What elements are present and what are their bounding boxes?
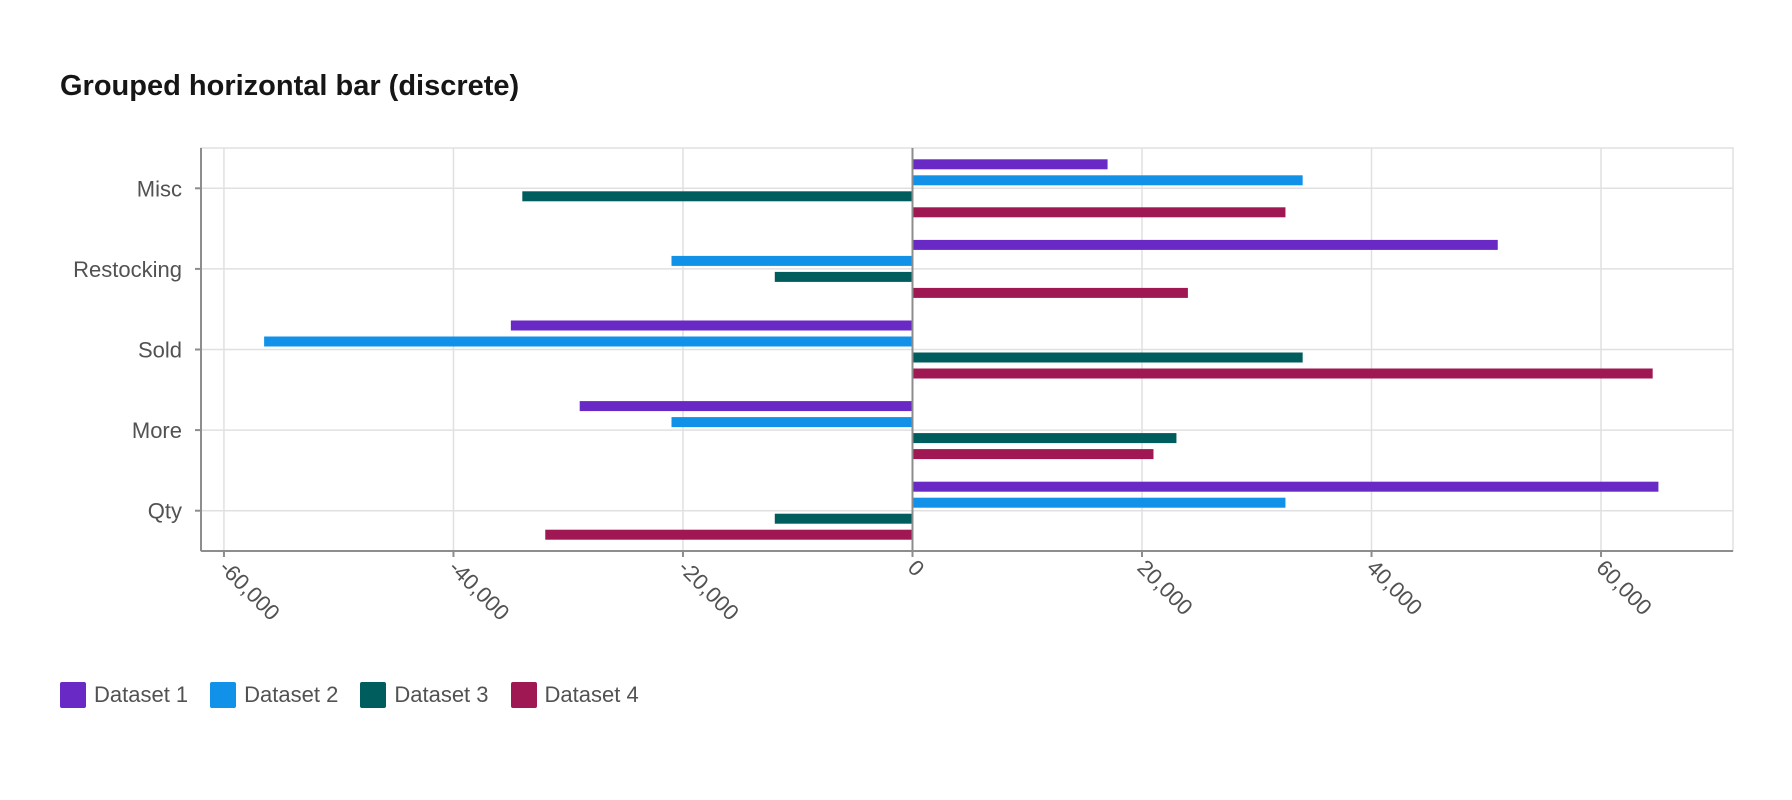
- y-tick-label: Restocking: [73, 257, 182, 282]
- legend-swatch: [210, 682, 237, 708]
- bar-more-dataset-4[interactable]: [912, 449, 1154, 460]
- chart-title: Grouped horizontal bar (discrete): [60, 70, 520, 102]
- bar-restocking-dataset-3[interactable]: [774, 271, 913, 282]
- legend-swatch: [510, 682, 537, 708]
- x-tick-label: -60,000: [214, 555, 284, 625]
- x-tick-label: -40,000: [444, 555, 514, 625]
- bar-sold-dataset-2[interactable]: [264, 336, 913, 347]
- axes: [195, 148, 1733, 557]
- legend-label: Dataset 3: [394, 682, 489, 707]
- bars: [264, 159, 1659, 540]
- x-tick-label: 0: [903, 555, 929, 581]
- legend-item-dataset-3[interactable]: Dataset 3: [360, 682, 489, 708]
- bar-misc-dataset-3[interactable]: [522, 191, 913, 202]
- bar-misc-dataset-1[interactable]: [912, 159, 1108, 170]
- bar-qty-dataset-4[interactable]: [545, 529, 913, 540]
- bar-sold-dataset-3[interactable]: [912, 352, 1303, 363]
- y-tick-label: Misc: [137, 176, 182, 201]
- bar-more-dataset-3[interactable]: [912, 433, 1177, 444]
- bar-more-dataset-2[interactable]: [671, 417, 913, 428]
- legend-item-dataset-1[interactable]: Dataset 1: [60, 682, 188, 708]
- bar-restocking-dataset-4[interactable]: [912, 287, 1188, 298]
- bar-misc-dataset-4[interactable]: [912, 207, 1286, 218]
- bar-sold-dataset-1[interactable]: [510, 320, 913, 331]
- legend: Dataset 1 Dataset 2 Dataset 3 Dataset 4: [60, 682, 639, 708]
- bar-restocking-dataset-1[interactable]: [912, 239, 1498, 250]
- x-tick-label: 40,000: [1362, 555, 1427, 620]
- legend-label: Dataset 1: [94, 682, 189, 707]
- bar-more-dataset-1[interactable]: [579, 401, 913, 412]
- legend-item-dataset-2[interactable]: Dataset 2: [210, 682, 338, 708]
- bar-sold-dataset-4[interactable]: [912, 368, 1653, 379]
- x-tick-label: 20,000: [1132, 555, 1197, 620]
- bar-qty-dataset-3[interactable]: [774, 513, 913, 524]
- y-tick-label: Qty: [148, 499, 182, 524]
- bar-qty-dataset-1[interactable]: [912, 481, 1659, 492]
- y-tick-label: Sold: [138, 338, 182, 363]
- legend-swatch: [60, 682, 86, 708]
- bar-misc-dataset-2[interactable]: [912, 175, 1303, 186]
- bar-qty-dataset-2[interactable]: [912, 497, 1286, 508]
- legend-label: Dataset 2: [244, 682, 339, 707]
- x-tick-label: 60,000: [1591, 555, 1656, 620]
- legend-swatch: [360, 682, 387, 708]
- y-tick-label: More: [132, 418, 182, 443]
- legend-item-dataset-4[interactable]: Dataset 4: [510, 682, 639, 708]
- bar-restocking-dataset-2[interactable]: [671, 255, 913, 266]
- x-tick-label: -20,000: [673, 555, 743, 625]
- legend-label: Dataset 4: [544, 682, 639, 707]
